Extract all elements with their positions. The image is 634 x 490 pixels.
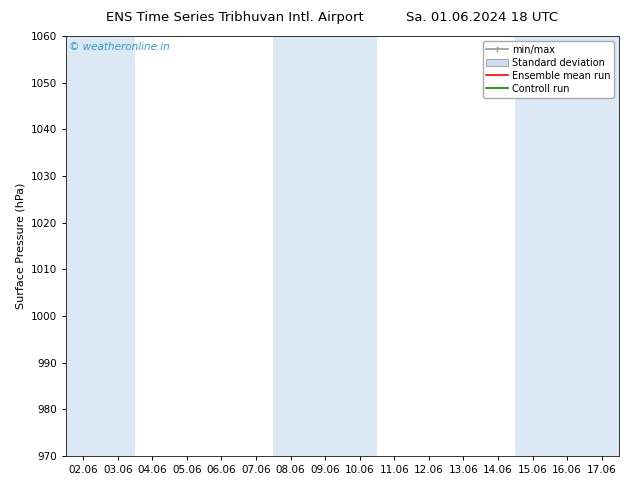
Bar <box>515 36 619 456</box>
Text: ENS Time Series Tribhuvan Intl. Airport: ENS Time Series Tribhuvan Intl. Airport <box>106 11 363 24</box>
Legend: min/max, Standard deviation, Ensemble mean run, Controll run: min/max, Standard deviation, Ensemble me… <box>482 41 614 98</box>
Bar <box>66 36 135 456</box>
Text: Sa. 01.06.2024 18 UTC: Sa. 01.06.2024 18 UTC <box>406 11 558 24</box>
Text: © weatheronline.in: © weatheronline.in <box>68 43 169 52</box>
Bar <box>273 36 377 456</box>
Y-axis label: Surface Pressure (hPa): Surface Pressure (hPa) <box>15 183 25 309</box>
